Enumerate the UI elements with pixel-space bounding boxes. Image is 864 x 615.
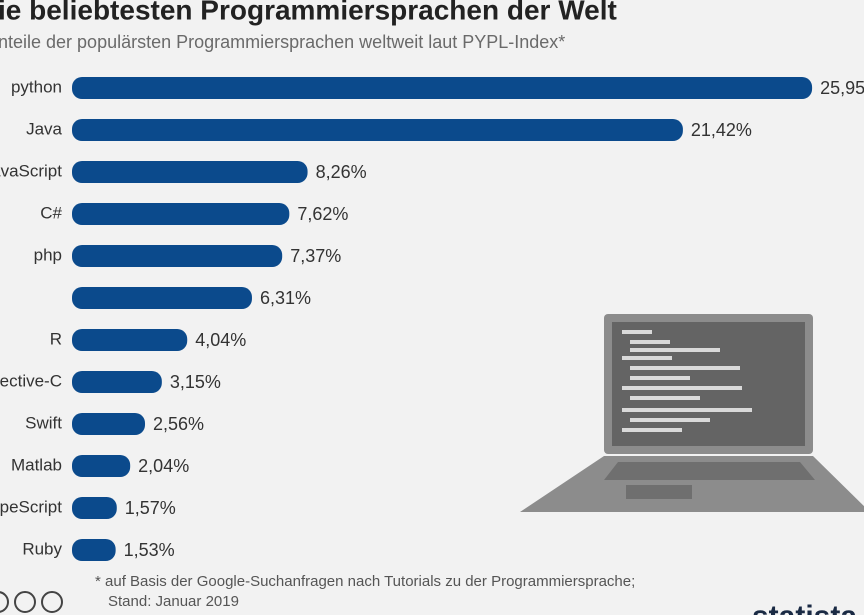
value-label: 2,04% [138, 456, 189, 476]
category-label: php [34, 245, 62, 264]
value-label: 25,95 [820, 78, 864, 98]
category-label: python [11, 77, 62, 96]
category-label: Java [26, 119, 62, 138]
bar [72, 287, 252, 309]
value-label: 1,57% [125, 498, 176, 518]
value-label: 4,04% [195, 330, 246, 350]
bar [72, 203, 290, 225]
category-label: Matlab [11, 455, 62, 474]
bar [72, 497, 117, 519]
value-label: 8,26% [316, 162, 367, 182]
value-label: 1,53% [124, 540, 175, 560]
bar [72, 329, 188, 351]
category-label: Ruby [22, 539, 62, 558]
bar [72, 371, 162, 393]
value-label: 6,31% [260, 288, 311, 308]
bar [72, 77, 813, 99]
category-label: C# [40, 203, 62, 222]
license-icons [0, 591, 63, 613]
category-label: jective-C [0, 371, 62, 390]
bar [72, 119, 683, 141]
source-logo: statista [752, 600, 857, 615]
chart-title: ie beliebtesten Programmiersprachen der … [0, 0, 617, 25]
value-label: 7,37% [290, 246, 341, 266]
category-label: R [50, 329, 62, 348]
chart-subtitle: nteile der populärsten Programmiersprach… [0, 32, 565, 52]
code-lines [622, 330, 752, 432]
bar [72, 455, 131, 477]
category-label: peScript [0, 497, 62, 516]
category-label: JavaScript [0, 161, 62, 180]
footnote: * auf Basis der Google-Suchanfragen nach… [95, 573, 635, 590]
value-label: 21,42% [691, 120, 752, 140]
bar [72, 539, 116, 561]
laptop-illustration [520, 314, 864, 512]
footnote: Stand: Januar 2019 [108, 593, 239, 610]
bar [72, 161, 308, 183]
value-label: 7,62% [297, 204, 348, 224]
value-label: 2,56% [153, 414, 204, 434]
value-label: 3,15% [170, 372, 221, 392]
laptop-touchpad [626, 485, 692, 499]
bar [72, 413, 146, 435]
category-label: Swift [25, 413, 62, 432]
laptop-keyboard [604, 462, 815, 480]
bar [72, 245, 283, 267]
